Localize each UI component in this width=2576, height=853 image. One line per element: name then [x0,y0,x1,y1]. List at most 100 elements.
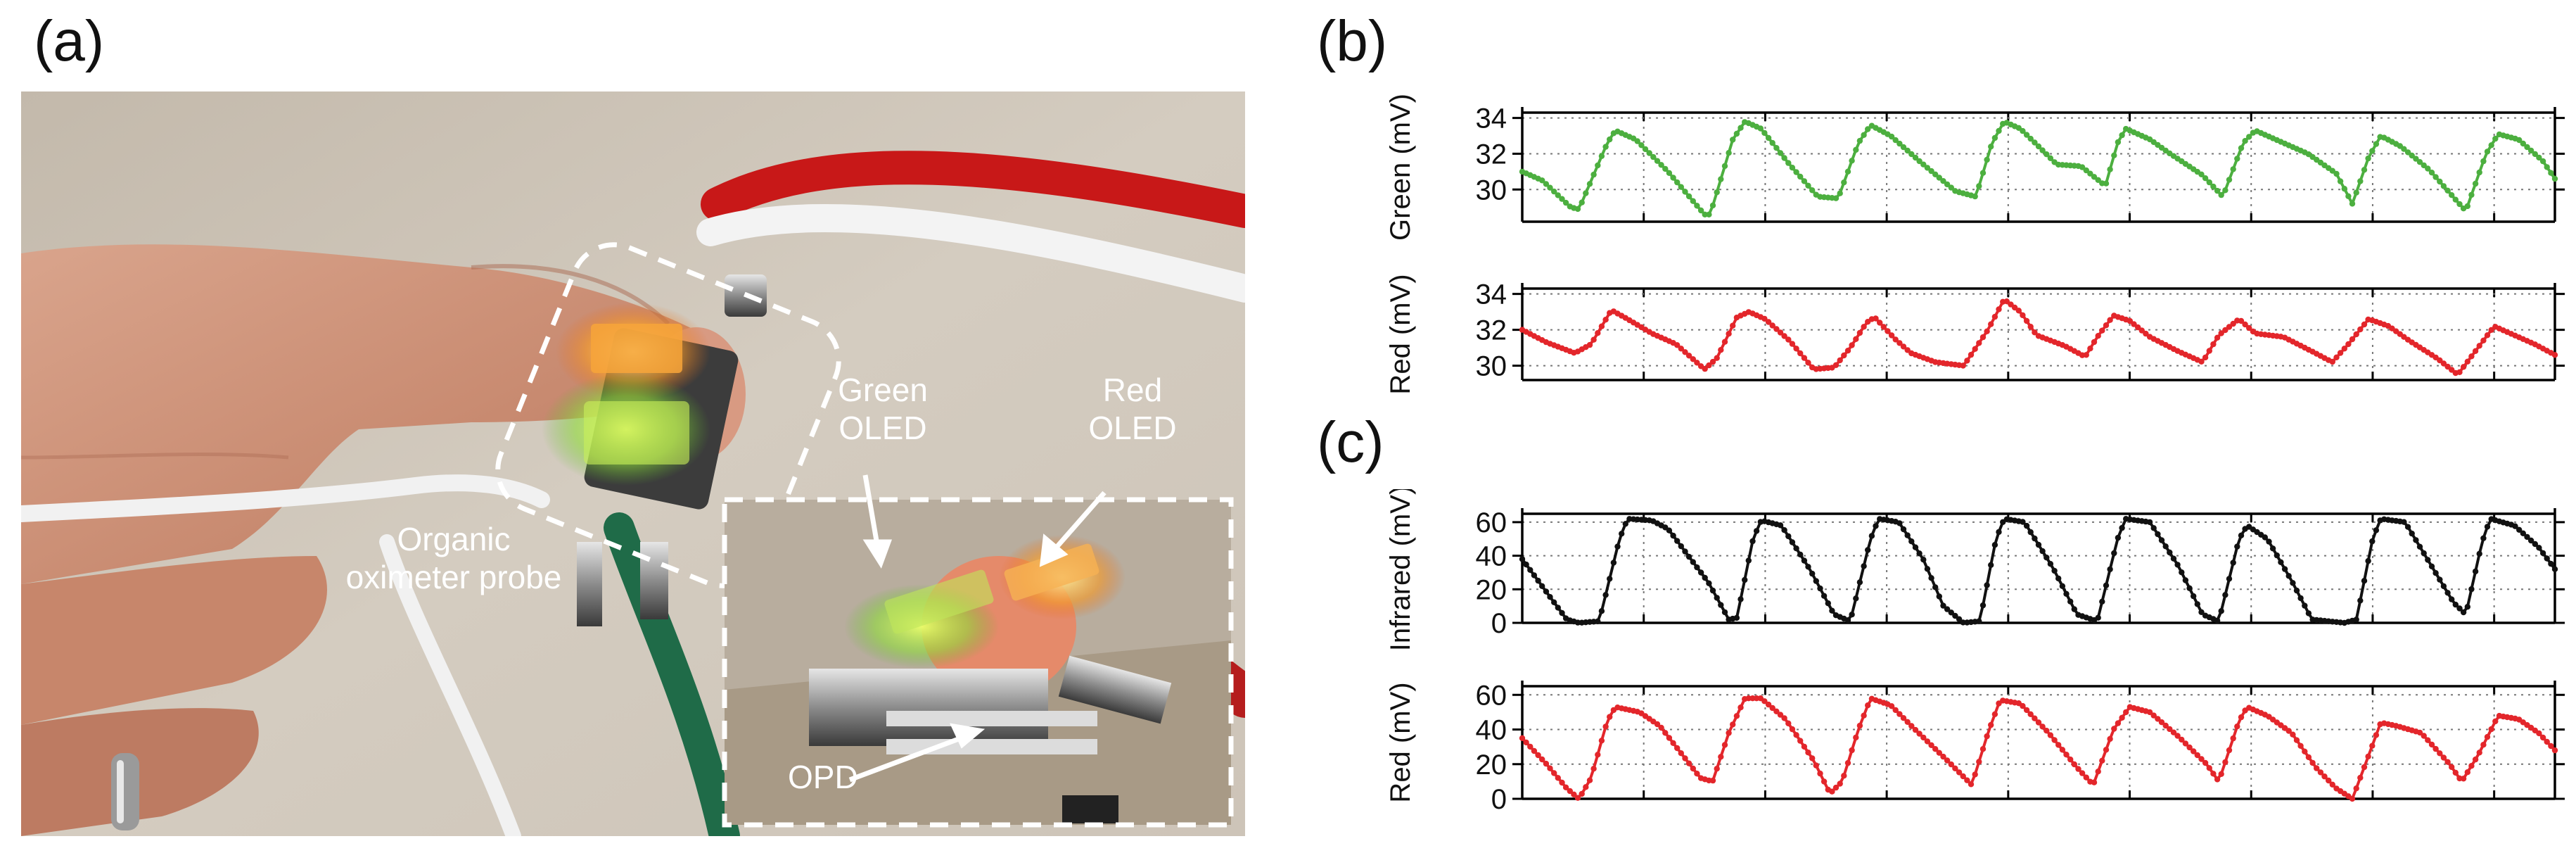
data-point [2262,534,2268,541]
data-point [2115,720,2122,726]
data-point [2202,354,2209,361]
data-point [1562,784,1569,790]
data-point [1928,575,1934,581]
callout-red-oled-2: OLED [1088,410,1176,446]
data-point [2297,595,2304,602]
data-point [2520,140,2526,147]
data-point [2222,327,2229,334]
data-point [2015,308,2022,314]
data-point [2039,548,2046,555]
data-point [1900,144,1907,151]
data-point [1773,326,1780,332]
data-point [1753,528,1760,534]
data-point [1733,713,1740,719]
data-point [2099,598,2105,605]
data-point [1666,527,1673,533]
data-point [2091,174,2098,180]
data-point [1837,357,1843,364]
data-point [2290,580,2296,586]
data-point [1868,533,1875,539]
data-point [2111,152,2117,158]
data-point [1777,522,1784,529]
data-point [2023,522,2030,529]
data-point [2055,575,2062,582]
data-point [1972,346,1978,352]
data-point [1944,181,1951,188]
data-point [2544,555,2550,562]
data-point [2404,524,2411,530]
data-point [2472,348,2479,354]
data-point [2548,170,2554,176]
data-point [2115,534,2122,541]
data-point [2357,598,2364,604]
data-point [2440,754,2447,761]
data-point [1924,738,1931,745]
data-point [2305,754,2312,761]
data-point [2194,601,2200,607]
data-point [1948,761,1954,768]
data-point [2210,341,2217,348]
data-point [1595,618,1601,624]
data-point [2449,596,2455,602]
data-point [1805,182,1811,189]
probe-main [542,274,767,626]
data-point [2357,326,2364,333]
data-point [1650,153,1657,160]
data-point [2548,743,2554,750]
data-point [1730,322,1736,329]
data-point [2091,779,2098,785]
data-point [2551,566,2558,572]
data-point [2182,577,2189,583]
data-point [2373,732,2380,738]
callout-probe-1: Organic [397,521,510,557]
data-point [2095,614,2101,621]
data-point [2099,757,2105,764]
data-point [1646,150,1652,156]
data-point [2357,774,2364,781]
data-point [1781,333,1787,339]
data-point [1730,721,1736,728]
data-point [1769,322,1775,329]
data-point [2079,770,2086,776]
data-point [1694,564,1700,571]
data-point [1602,724,1609,730]
data-point [1761,315,1768,322]
y-tick-label: 34 [1476,103,1507,134]
data-point [2437,178,2443,185]
data-point [2452,196,2459,203]
data-point [2242,321,2248,328]
data-point [1991,134,1998,141]
data-point [2440,583,2447,590]
data-point [1900,715,1907,721]
data-point [2516,526,2523,533]
data-point [2047,155,2054,161]
data-point [2278,559,2284,565]
data-point [1976,340,1982,346]
data-point [1666,735,1673,741]
data-point [1654,721,1661,728]
data-point [1571,791,1577,797]
data-point [2035,719,2042,726]
data-point [1523,561,1529,568]
data-point [1527,567,1534,573]
data-point [2186,585,2193,591]
data-point [1694,203,1700,209]
data-point [2039,147,2046,153]
data-point [1742,576,1748,583]
data-point [2551,175,2558,182]
chart-green: 30 32 34 Green (mV) [1385,94,2565,241]
data-point [2488,327,2494,333]
data-point [1718,602,1724,608]
data-point [2290,731,2296,738]
data-point [1924,165,1931,171]
data-point [1551,770,1557,776]
data-point [2317,769,2324,776]
data-point [1519,735,1526,741]
data-point [1984,328,1990,334]
data-point [2032,329,2038,336]
data-point [1972,771,1978,778]
data-point [2071,761,2077,768]
data-point [2111,550,2117,557]
data-point [2230,320,2236,327]
data-point [1789,165,1796,171]
